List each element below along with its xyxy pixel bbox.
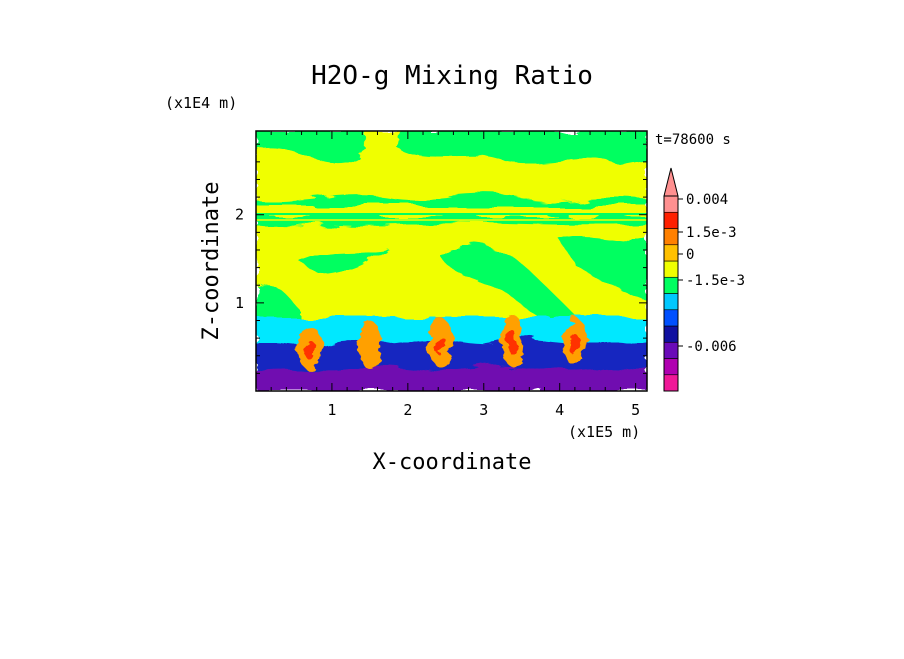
field-mid-green-3 [440,246,580,335]
colorbar-arrow [663,167,679,197]
colorbar-segment [663,309,679,327]
plume-4-core [507,330,517,354]
colorbar-label: 1.5e-3 [686,225,737,241]
colorbar-segment [663,195,679,213]
colorbar-label: 0.004 [686,192,728,208]
colorbar-segment [663,341,679,359]
x-ticks: 1 2 3 4 5 [270,131,640,419]
colorbar-segment [663,374,679,392]
colorbar-segment [663,293,679,311]
field-upper-yellow [256,143,647,202]
field-band [256,206,647,216]
colorbar-label: -0.006 [686,339,737,355]
plume-3-core [435,335,445,355]
colorbar-label: -1.5e-3 [686,273,745,289]
colorbar-segment [663,211,679,229]
colorbar-segment [663,325,679,343]
time-label: t=78600 s [655,132,731,148]
x-tick-label: 3 [479,401,488,419]
x-tick-label: 5 [631,401,640,419]
y-tick-label: 2 [235,206,244,224]
x-tick-label: 2 [403,401,412,419]
y-unit-label: (x1E4 m) [165,94,237,112]
heatmap-field [256,131,647,391]
field-mid-green-2 [300,250,390,275]
plume-2 [358,321,382,369]
colorbar-segment [663,276,679,294]
field-upper-yellow-2 [365,131,400,185]
x-unit-label: (x1E5 m) [568,423,640,441]
field-low-purple [256,365,647,391]
colorbar-segment [663,244,679,262]
x-tick-label: 4 [555,401,564,419]
field-mid-green-4 [560,236,647,300]
colorbar-segment [663,358,679,376]
plume-5-core [570,334,580,356]
colorbar-segment [663,260,679,278]
colorbar-segment [663,228,679,246]
x-axis-title: X-coordinate [373,450,532,475]
plot-frame [255,130,648,392]
plume-1-core [305,340,315,360]
y-tick-label: 1 [235,294,244,312]
y-axis-title: Z-coordinate [199,182,224,341]
colorbar: 0.004 1.5e-3 0 -1.5e-3 -0.006 [663,167,745,392]
colorbar-frame [663,195,679,392]
x-tick-label: 1 [327,401,336,419]
chart-title: H2O-g Mixing Ratio [311,61,593,91]
y-ticks: 12 [235,143,647,374]
colorbar-label: 0 [686,247,694,263]
